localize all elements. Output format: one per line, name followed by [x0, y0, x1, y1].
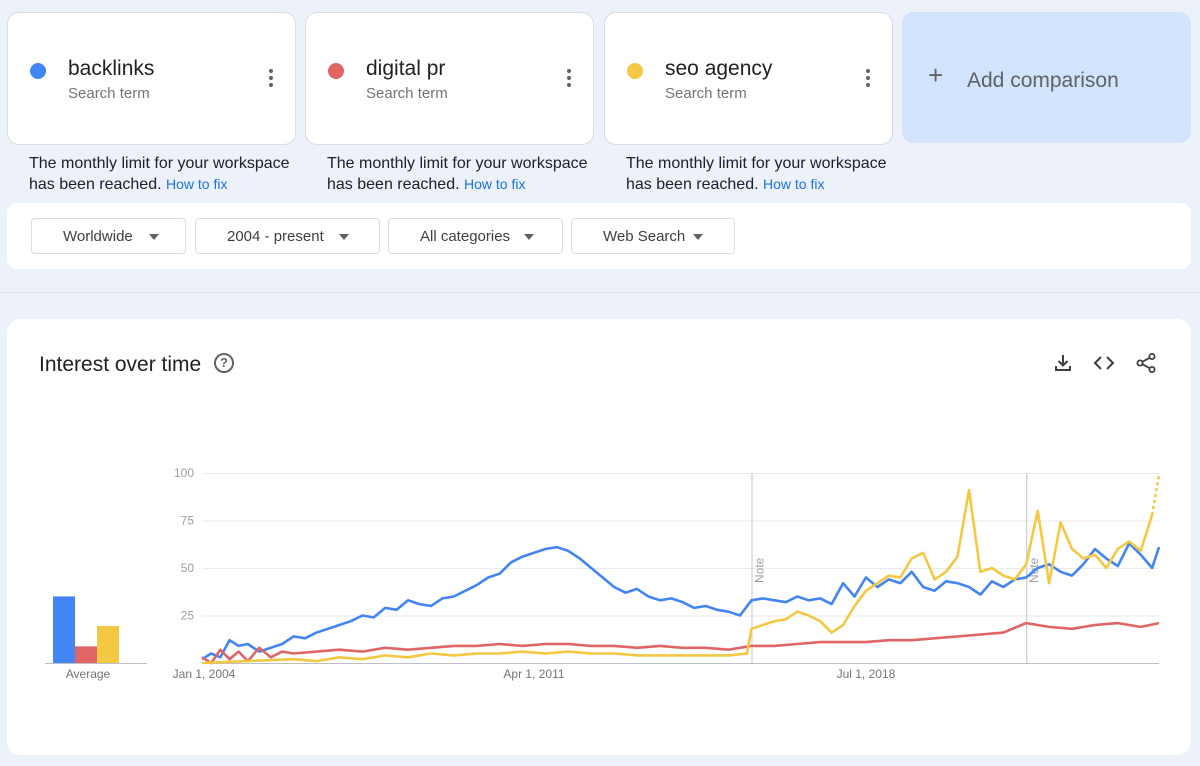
average-bar-digital-pr — [75, 646, 97, 663]
series-line-seo-agency — [201, 488, 1154, 665]
series-line-partial-seo-agency — [1150, 474, 1161, 516]
average-bar-backlinks — [53, 596, 75, 663]
limit-notice-text: The monthly limit for your workspace has… — [626, 155, 887, 193]
limit-notice: The monthly limit for your workspace has… — [327, 153, 589, 195]
term-subtitle: Search term — [366, 85, 448, 102]
dropdown-caret-icon — [339, 234, 349, 240]
x-tick-label: Jul 1, 2018 — [837, 667, 896, 681]
series-color-dot — [30, 63, 46, 79]
time-range-dropdown-label: 2004 - present — [227, 228, 324, 245]
series-line-backlinks — [201, 542, 1161, 661]
y-tick-label: 50 — [181, 561, 195, 575]
series-line-digital-pr — [201, 621, 1160, 665]
dropdown-caret-icon — [524, 234, 534, 240]
region-dropdown-label: Worldwide — [63, 228, 133, 245]
y-tick-label: 25 — [181, 609, 195, 623]
more-vert-icon[interactable] — [866, 69, 870, 89]
time-range-dropdown[interactable]: 2004 - present — [195, 218, 380, 254]
how-to-fix-link[interactable]: How to fix — [166, 176, 228, 192]
limit-notice: The monthly limit for your workspace has… — [29, 153, 291, 195]
term-subtitle: Search term — [665, 85, 747, 102]
term-name: backlinks — [68, 57, 155, 80]
plus-icon: + — [928, 60, 944, 90]
series-color-dot — [627, 63, 643, 79]
x-tick-label: Apr 1, 2011 — [503, 667, 564, 681]
series-color-dot — [328, 63, 344, 79]
add-comparison-button[interactable]: + Add comparison — [902, 12, 1191, 143]
limit-notice: The monthly limit for your workspace has… — [626, 153, 888, 195]
section-divider — [0, 292, 1200, 293]
how-to-fix-link[interactable]: How to fix — [464, 176, 526, 192]
add-comparison-label: Add comparison — [967, 69, 1119, 92]
dropdown-caret-icon — [149, 234, 159, 240]
term-card-backlinks[interactable]: backlinks Search term — [7, 12, 296, 145]
term-card-seo-agency[interactable]: seo agency Search term — [604, 12, 893, 145]
interest-chart: Average 25 50 75 100 Jan 1, 2004 Apr 1, 2011 Ju… — [45, 466, 1161, 681]
interest-over-time-card: Interest over time ? Average 25 50 75 100 Jan… — [7, 319, 1191, 755]
note-marker-label: Note — [1027, 557, 1041, 583]
how-to-fix-link[interactable]: How to fix — [763, 176, 825, 192]
y-tick-label: 100 — [174, 466, 194, 480]
category-dropdown[interactable]: All categories — [388, 218, 563, 254]
term-name: seo agency — [665, 57, 773, 80]
share-icon[interactable] — [1135, 352, 1157, 374]
term-name: digital pr — [366, 57, 446, 80]
download-icon[interactable] — [1052, 352, 1074, 374]
average-bar-seo-agency — [97, 626, 119, 663]
category-dropdown-label: All categories — [420, 228, 511, 245]
y-tick-label: 75 — [181, 514, 195, 528]
filter-bar: Worldwide 2004 - present All categories … — [7, 203, 1191, 269]
x-tick-label: Jan 1, 2004 — [173, 667, 236, 681]
region-dropdown[interactable]: Worldwide — [31, 218, 186, 254]
chart-title: Interest over time — [39, 353, 202, 376]
more-vert-icon[interactable] — [567, 69, 571, 89]
term-subtitle: Search term — [68, 85, 150, 102]
more-vert-icon[interactable] — [269, 69, 273, 89]
limit-notice-text: The monthly limit for your workspace has… — [327, 155, 588, 193]
embed-code-icon[interactable] — [1093, 352, 1115, 374]
note-marker-label: Note — [752, 557, 766, 583]
question-circle-icon[interactable]: ? — [214, 353, 234, 373]
limit-notice-text: The monthly limit for your workspace has… — [29, 155, 290, 193]
term-card-digital-pr[interactable]: digital pr Search term — [305, 12, 594, 145]
average-label: Average — [66, 667, 111, 681]
dropdown-caret-icon — [693, 234, 703, 240]
search-type-dropdown[interactable]: Web Search — [571, 218, 735, 254]
search-type-dropdown-label: Web Search — [603, 228, 686, 245]
